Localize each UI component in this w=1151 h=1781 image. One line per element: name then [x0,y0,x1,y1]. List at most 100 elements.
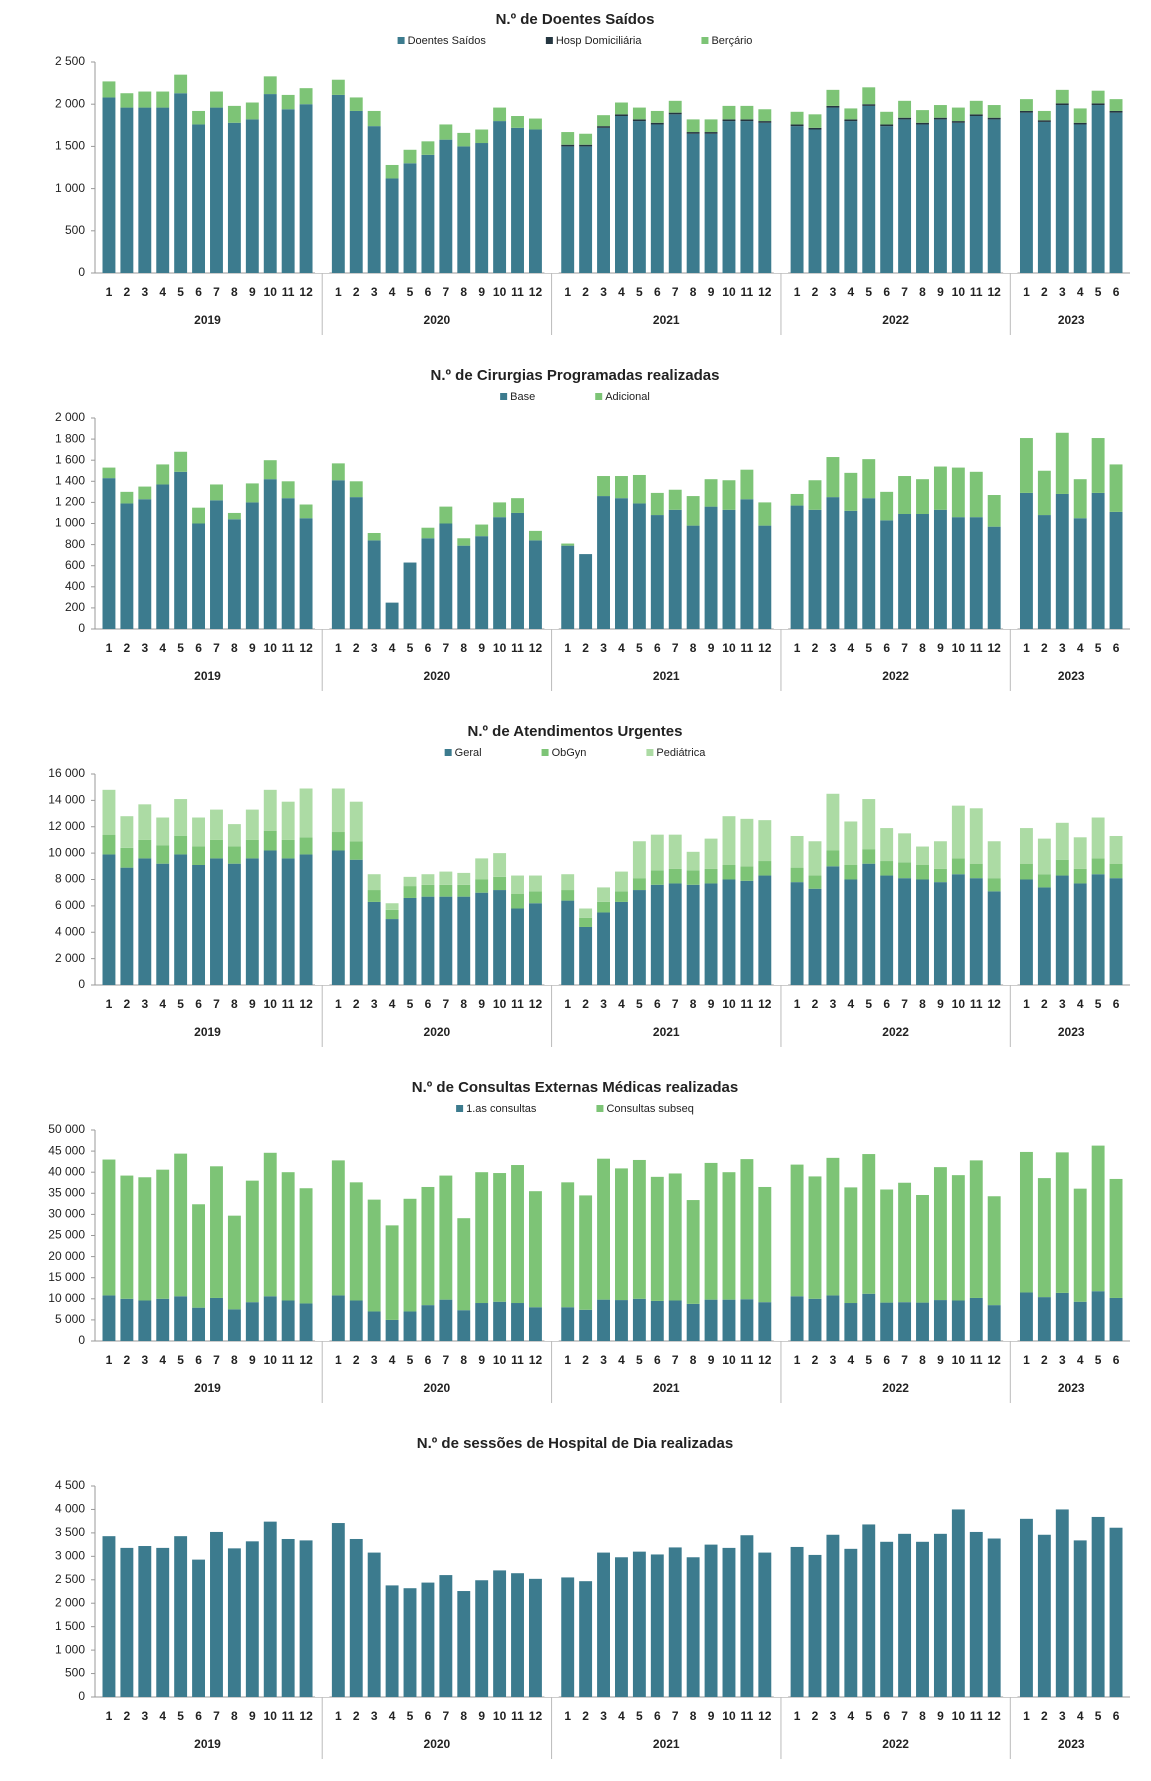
y-tick-label: 1 500 [55,1619,85,1633]
bar-segment [263,460,277,480]
x-tick-label: 10 [952,1709,966,1723]
x-tick-label: 9 [708,641,715,655]
x-tick-label: 3 [1059,641,1066,655]
x-tick-label: 4 [1077,997,1084,1011]
bar-segment [933,466,947,510]
bar-segment [403,1588,417,1697]
x-tick-label: 2 [1041,1709,1048,1723]
bar-segment [650,884,664,985]
legend-swatch [595,393,603,400]
x-tick-label: 3 [600,641,607,655]
bar-segment [210,107,223,274]
bar-segment [1037,120,1051,122]
x-tick-label: 9 [937,641,944,655]
bar-segment [790,505,804,629]
x-tick-label: 1 [1023,997,1030,1011]
bar-segment [367,110,381,127]
x-tick-label: 1 [794,1709,801,1723]
bar-segment [862,1524,876,1697]
bar-segment [898,119,912,273]
bar-segment [916,879,929,985]
x-tick-label: 8 [231,997,238,1011]
bar-segment [156,1169,170,1299]
bar-segment [192,110,206,125]
bar-segment [722,119,736,122]
bar-segment [758,121,772,123]
year-label: 2020 [424,1025,451,1039]
x-tick-label: 9 [478,285,485,299]
bar-segment [969,114,983,117]
legend: Base Adicional [500,391,650,403]
bar-segment [174,471,188,629]
bar-segment [579,926,593,985]
x-tick-label: 10 [952,1353,966,1367]
x-tick-label: 9 [937,1709,944,1723]
year-label: 2022 [882,1737,909,1751]
bar-segment [367,890,381,902]
bar-segment [493,121,507,273]
bar-segment [668,883,682,985]
y-tick-label: 2 500 [55,54,85,68]
bar-segment [1091,103,1105,106]
bar-segment [916,1194,929,1303]
x-tick-label: 6 [425,997,432,1011]
x-tick-label: 2 [1041,285,1048,299]
bar-segment [528,903,542,985]
bar-segment [511,1303,524,1341]
bar-segment [299,788,313,838]
bar-segment [951,874,965,985]
bar-segment [1055,103,1069,106]
x-tick-label: 5 [865,997,872,1011]
bar-segment [192,1204,206,1308]
x-tick-label: 2 [124,997,131,1011]
x-tick-label: 1 [106,997,113,1011]
x-tick-label: 1 [335,1353,342,1367]
x-tick-label: 7 [443,997,450,1011]
bar-segment [1037,838,1051,875]
legend-label: ObGyn [552,747,587,759]
bar-segment [722,816,736,865]
bar-segment [722,879,736,985]
bar-segment [457,896,471,985]
bar-segment [227,122,241,273]
bar-segment [632,878,646,891]
bar-segment [227,824,241,847]
bar-segment [758,109,772,122]
bar-segment [156,1298,170,1341]
bar-segment [421,1186,435,1306]
bar-segment [826,866,840,985]
bar-segment [561,900,575,985]
bar-segment [615,871,628,892]
bar-segment [263,479,277,629]
bar-segment [561,146,575,273]
bar-segment [686,133,700,273]
bar-segment [528,1307,542,1341]
bar-segment [263,789,277,831]
bar-segment [650,122,664,125]
bar-segment [227,1215,241,1310]
x-tick-label: 3 [1059,1353,1066,1367]
bar-segment [1037,515,1051,629]
bar-segment [528,1191,542,1308]
bar-segment [668,489,682,510]
group-gap [773,58,789,273]
x-tick-label: 5 [177,1353,184,1367]
x-tick-label: 8 [690,1709,697,1723]
bar-segment [421,884,435,897]
bar-segment [579,146,593,273]
bar-segment [579,1195,593,1310]
bar-segment [615,891,628,902]
x-tick-label: 2 [812,1353,819,1367]
bar-segment [174,799,188,836]
bar-segment [898,833,912,863]
bar-segment [331,1295,345,1341]
bar-segment [987,1538,1001,1697]
x-tick-label: 9 [249,997,256,1011]
x-tick-label: 12 [988,285,1002,299]
x-tick-label: 7 [901,1709,908,1723]
bar-segment [686,496,700,526]
bar-segment [561,874,575,891]
bar-segment [120,1547,134,1697]
bar-segment [722,1299,736,1341]
bar-segment [385,903,399,910]
